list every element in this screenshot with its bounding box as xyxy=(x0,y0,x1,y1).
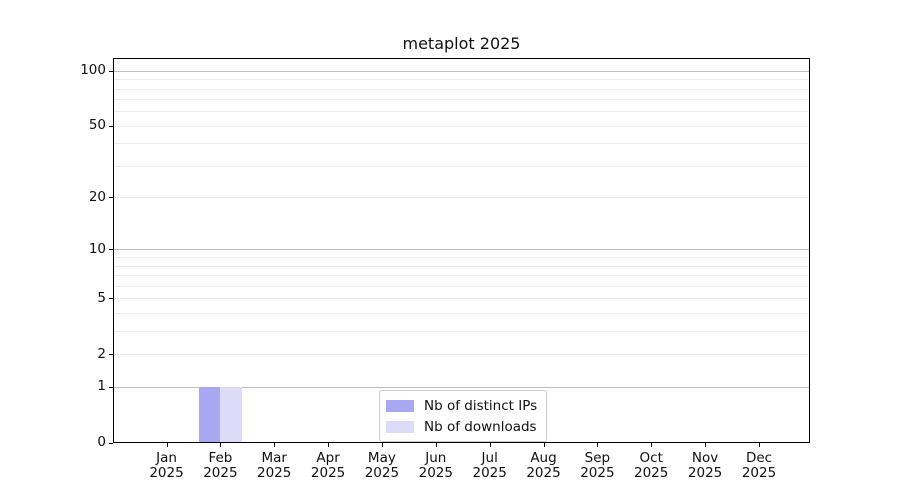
legend: Nb of distinct IPs Nb of downloads xyxy=(379,390,548,442)
chart-title: metaplot 2025 xyxy=(402,34,521,53)
y-tick-mark xyxy=(109,125,113,127)
x-tick-mark xyxy=(381,443,383,447)
x-tick-mark xyxy=(435,443,437,447)
y-tick-label: 10 xyxy=(88,240,106,257)
gridline-major xyxy=(114,70,809,72)
x-tick-mark xyxy=(220,443,222,447)
legend-label-distinct-ips: Nb of distinct IPs xyxy=(424,397,538,414)
y-tick-mark xyxy=(109,354,113,355)
legend-entry: Nb of downloads xyxy=(386,418,537,435)
gridline-minor xyxy=(114,111,809,113)
y-tick-label: 20 xyxy=(88,188,106,205)
x-tick-label: Sep 2025 xyxy=(580,450,615,481)
x-tick-mark xyxy=(274,443,276,447)
y-tick-mark xyxy=(109,298,113,300)
x-tick-mark xyxy=(166,443,168,447)
gridline-minor xyxy=(114,354,809,355)
gridline-minor xyxy=(114,99,809,101)
y-tick-mark xyxy=(109,70,113,72)
x-tick-label: Jul 2025 xyxy=(472,450,507,481)
gridline-minor xyxy=(114,79,809,81)
gridline-minor xyxy=(114,275,809,276)
y-tick-label: 2 xyxy=(97,345,106,362)
x-tick-label: Apr 2025 xyxy=(310,450,346,481)
x-tick-mark xyxy=(759,443,760,447)
gridline-minor xyxy=(114,125,809,127)
gridline-minor xyxy=(114,285,809,287)
legend-swatch-downloads xyxy=(386,420,414,433)
x-tick-mark xyxy=(543,443,545,447)
gridline-minor xyxy=(114,165,809,167)
y-tick-label: 100 xyxy=(80,62,106,79)
y-tick-mark xyxy=(109,197,113,199)
y-tick-mark xyxy=(109,386,113,388)
gridline-minor xyxy=(114,143,809,145)
y-tick-label: 5 xyxy=(97,289,106,306)
x-tick-label: Feb 2025 xyxy=(203,450,238,481)
y-tick-label: 0 xyxy=(97,434,106,450)
x-tick-mark xyxy=(705,443,707,447)
x-tick-label: May 2025 xyxy=(364,450,400,481)
gridline-minor xyxy=(114,312,809,314)
y-tick-label: 1 xyxy=(97,378,106,395)
legend-entry: Nb of distinct IPs xyxy=(386,397,537,414)
gridline-minor xyxy=(114,298,809,300)
x-tick-label: Oct 2025 xyxy=(634,450,669,481)
y-tick-mark xyxy=(109,442,113,444)
plot-area: 0 1 2 5 10 20 50 100 Jan 2025 Feb 2025 Mar 2025 Apr 20… xyxy=(80,58,810,481)
y-tick-mark xyxy=(109,249,113,251)
x-tick-label: Mar 2025 xyxy=(257,450,292,481)
x-tick-label: Jun 2025 xyxy=(418,450,453,481)
x-tick-label: Aug 2025 xyxy=(526,450,561,481)
x-tick-mark xyxy=(489,443,491,447)
gridline-major xyxy=(114,249,809,251)
gridline-minor xyxy=(114,257,809,258)
x-tick-mark xyxy=(651,443,653,447)
y-tick-label: 50 xyxy=(88,117,106,134)
x-tick-mark xyxy=(328,443,330,447)
x-tick-mark xyxy=(597,443,599,447)
gridline-major xyxy=(114,386,809,388)
x-tick-label: Dec 2025 xyxy=(741,450,777,481)
x-tick-label: Jan 2025 xyxy=(149,450,184,481)
gridline-minor xyxy=(114,88,809,90)
legend-swatch-distinct-ips xyxy=(386,399,414,412)
x-tick-label: Nov 2025 xyxy=(687,450,723,481)
bar-distinct-ips xyxy=(198,386,221,442)
gridline-minor xyxy=(114,197,809,199)
gridline-minor xyxy=(114,265,809,267)
gridline-minor xyxy=(114,330,809,332)
legend-label-downloads: Nb of downloads xyxy=(424,418,537,435)
bar-downloads xyxy=(220,386,242,442)
